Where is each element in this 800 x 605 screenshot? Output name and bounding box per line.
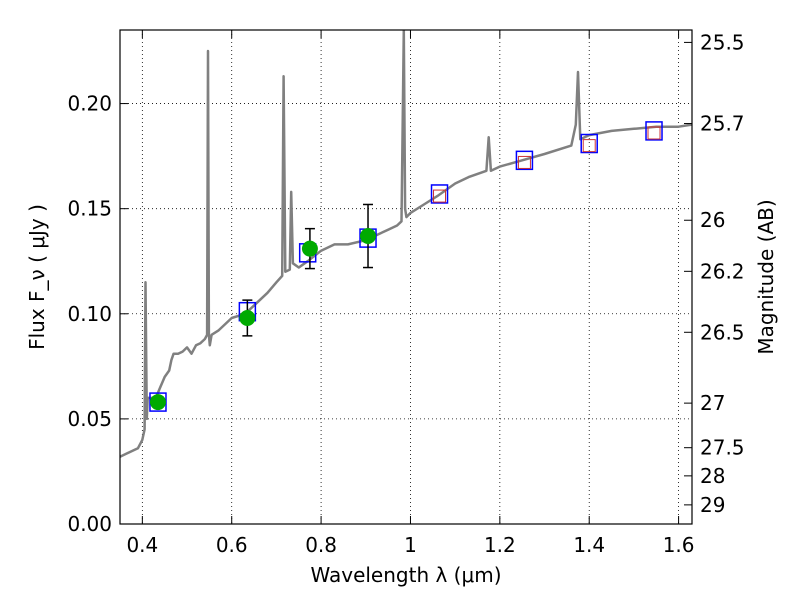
- red-square-marker: [647, 126, 661, 140]
- x-tick-label: 0.4: [126, 533, 158, 557]
- x-axis-title: Wavelength λ (μm): [310, 563, 501, 587]
- y2-tick-label: 29: [700, 493, 725, 517]
- y2-tick-label: 28: [700, 464, 725, 488]
- y-tick-label: 0.00: [67, 512, 112, 536]
- x-tick-label: 1.4: [573, 533, 605, 557]
- y-tick-label: 0.10: [67, 302, 112, 326]
- y-tick-label: 0.15: [67, 197, 112, 221]
- y-tick-label: 0.20: [67, 92, 112, 116]
- plot-frame: [119, 29, 693, 525]
- green-point-marker: [301, 240, 318, 257]
- spectrum-line: [120, 30, 692, 458]
- y2-tick-label: 26.2: [700, 259, 745, 283]
- x-tick-label: 0.8: [305, 533, 337, 557]
- photometry-layer: [149, 121, 663, 412]
- spectrum-layer: [120, 30, 692, 458]
- red-square-marker: [433, 189, 447, 203]
- y-tick-label: 0.05: [67, 407, 112, 431]
- x-tick-label: 1.6: [663, 533, 695, 557]
- y2-tick-label: 27: [700, 391, 725, 415]
- green-point-marker: [149, 394, 166, 411]
- x-tick-label: 1.2: [484, 533, 516, 557]
- y2-tick-label: 27.5: [700, 436, 745, 460]
- y2-tick-label: 26.5: [700, 320, 745, 344]
- y2-axis-title: Magnitude (AB): [754, 199, 778, 354]
- y-axis-title: Flux F_ν ( μJy ): [25, 204, 49, 350]
- y2-tick-label: 25.5: [700, 30, 745, 54]
- blue-square-marker: [430, 184, 449, 204]
- tick-layer: 0.4 0.6 0.8 1 1.2 1.4 1.6 0.00 0.05 0.10 0.15 0.20 2…: [67, 30, 745, 557]
- grid-layer: [120, 30, 692, 525]
- blue-square-marker: [580, 133, 598, 154]
- y2-tick-label: 25.7: [700, 112, 745, 136]
- blue-square-marker: [515, 150, 534, 171]
- y2-tick-label: 26: [700, 208, 725, 232]
- red-square-marker: [517, 155, 531, 169]
- x-tick-label: 1: [404, 533, 417, 557]
- blue-square-marker: [645, 121, 663, 141]
- green-point-marker: [360, 228, 377, 245]
- x-tick-label: 0.6: [216, 533, 248, 557]
- green-point-marker: [239, 309, 256, 326]
- red-square-marker: [582, 139, 596, 153]
